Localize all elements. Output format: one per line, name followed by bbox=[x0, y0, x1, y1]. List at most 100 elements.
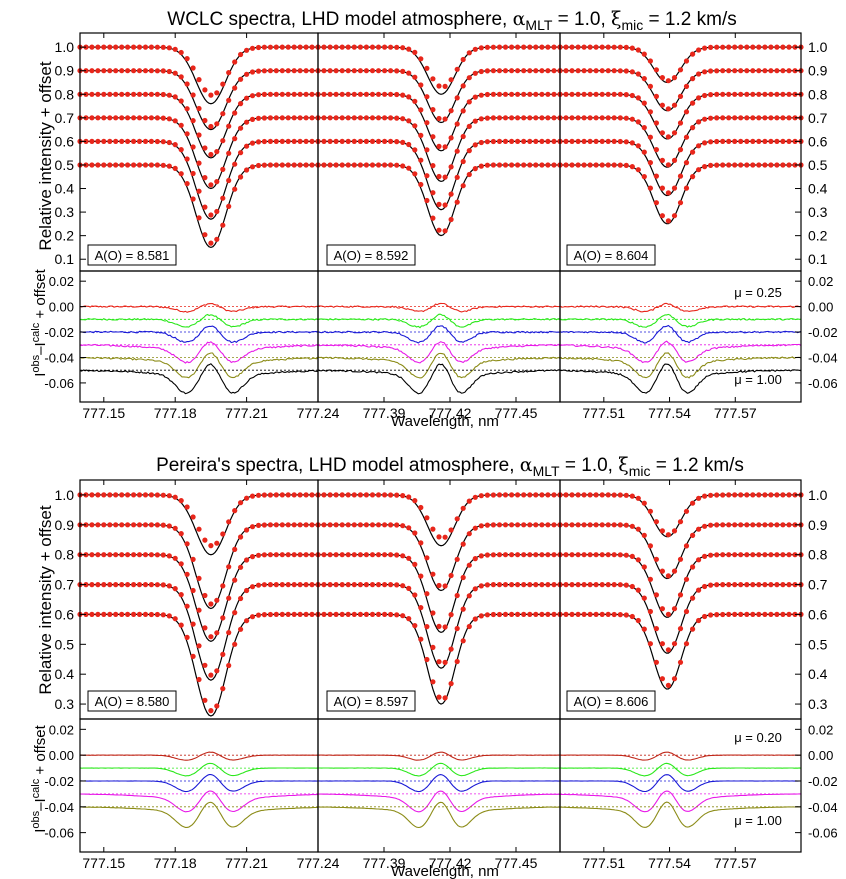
observed-point bbox=[490, 44, 496, 50]
observed-point bbox=[208, 240, 214, 246]
observed-point bbox=[575, 582, 581, 588]
observed-point bbox=[333, 552, 339, 558]
observed-point bbox=[190, 92, 196, 98]
observed-point bbox=[267, 492, 273, 498]
observed-point bbox=[363, 552, 369, 558]
observed-point bbox=[172, 142, 178, 148]
observed-point bbox=[533, 115, 539, 121]
observed-point bbox=[780, 44, 786, 50]
y-tick-label-left: 0.6 bbox=[55, 606, 75, 622]
model-line bbox=[80, 584, 318, 681]
observed-point bbox=[178, 98, 184, 104]
observed-point bbox=[297, 91, 303, 97]
observed-point bbox=[623, 612, 629, 618]
observed-point bbox=[442, 583, 448, 589]
observed-point bbox=[702, 583, 708, 590]
observed-point bbox=[581, 91, 587, 97]
observed-point bbox=[220, 111, 226, 117]
observed-point bbox=[569, 611, 575, 618]
observed-point bbox=[400, 553, 406, 559]
residual-y-tick-label-left: -0.02 bbox=[44, 774, 74, 789]
observed-point bbox=[515, 91, 521, 97]
y-tick-label-left: 0.4 bbox=[55, 666, 75, 682]
observed-point bbox=[466, 623, 472, 630]
residual-series bbox=[317, 801, 561, 829]
residual-series bbox=[317, 790, 561, 813]
observed-point bbox=[261, 44, 267, 50]
observed-point bbox=[196, 607, 202, 613]
observed-point bbox=[327, 611, 333, 618]
observed-point bbox=[214, 540, 220, 546]
observed-point bbox=[527, 492, 533, 498]
observed-point bbox=[125, 492, 131, 498]
observed-point bbox=[581, 44, 587, 50]
observed-point bbox=[339, 115, 345, 121]
observed-point bbox=[484, 68, 490, 74]
observed-point bbox=[484, 552, 490, 558]
observed-point bbox=[726, 138, 732, 144]
abundance-label: A(O) = 8.581 bbox=[95, 248, 170, 263]
observed-point bbox=[762, 68, 768, 74]
observed-point bbox=[412, 49, 418, 56]
observed-point bbox=[708, 582, 714, 588]
observed-point bbox=[635, 617, 641, 624]
observed-point bbox=[136, 162, 143, 168]
observed-point bbox=[635, 119, 641, 125]
residual-series bbox=[79, 790, 319, 813]
observed-point bbox=[533, 611, 539, 618]
observed-point bbox=[107, 582, 113, 588]
observed-point bbox=[131, 492, 137, 498]
observed-point bbox=[339, 44, 345, 50]
observed-point bbox=[226, 662, 232, 669]
y-tick-label-left: 0.1 bbox=[55, 251, 75, 267]
observed-point bbox=[738, 91, 744, 97]
observed-point bbox=[665, 682, 672, 689]
abundance-box bbox=[566, 244, 656, 266]
observed-point bbox=[202, 537, 208, 543]
observed-point bbox=[521, 138, 527, 144]
observed-point bbox=[762, 91, 768, 97]
observed-point bbox=[545, 138, 551, 144]
observed-point bbox=[382, 115, 388, 121]
observed-point bbox=[119, 162, 125, 168]
observed-point bbox=[653, 200, 660, 206]
observed-point bbox=[515, 138, 521, 144]
observed-point bbox=[297, 552, 303, 558]
observed-point bbox=[533, 492, 539, 498]
observed-point bbox=[351, 611, 357, 618]
observed-point bbox=[214, 597, 220, 603]
observed-point bbox=[363, 138, 369, 144]
observed-point bbox=[659, 157, 666, 163]
y-tick-label-right: 0.9 bbox=[808, 517, 828, 533]
observed-point bbox=[388, 91, 394, 97]
residual-series bbox=[79, 762, 319, 777]
observed-point bbox=[166, 163, 172, 169]
observed-point bbox=[394, 522, 400, 528]
observed-point bbox=[659, 568, 666, 574]
residual-frame bbox=[317, 718, 561, 853]
observed-point bbox=[696, 587, 702, 593]
observed-point bbox=[363, 522, 369, 528]
observed-point bbox=[665, 106, 672, 112]
observed-point bbox=[303, 91, 309, 97]
observed-point bbox=[345, 91, 351, 97]
residual-y-tick-label-right: -0.06 bbox=[808, 376, 838, 391]
observed-point bbox=[142, 115, 149, 121]
observed-point bbox=[273, 138, 279, 144]
observed-point bbox=[472, 94, 478, 100]
observed-point bbox=[539, 582, 545, 588]
observed-point bbox=[502, 492, 509, 498]
observed-point bbox=[345, 44, 351, 50]
observed-point bbox=[154, 522, 160, 528]
observed-point bbox=[339, 162, 345, 168]
observed-point bbox=[683, 576, 690, 582]
observed-point bbox=[357, 492, 363, 498]
observed-point bbox=[382, 611, 388, 618]
observed-point bbox=[238, 534, 244, 540]
observed-point bbox=[154, 44, 160, 50]
observed-point bbox=[563, 162, 569, 168]
observed-point bbox=[375, 552, 382, 558]
observed-point bbox=[617, 68, 623, 74]
observed-point bbox=[744, 162, 750, 168]
observed-point bbox=[154, 552, 160, 558]
